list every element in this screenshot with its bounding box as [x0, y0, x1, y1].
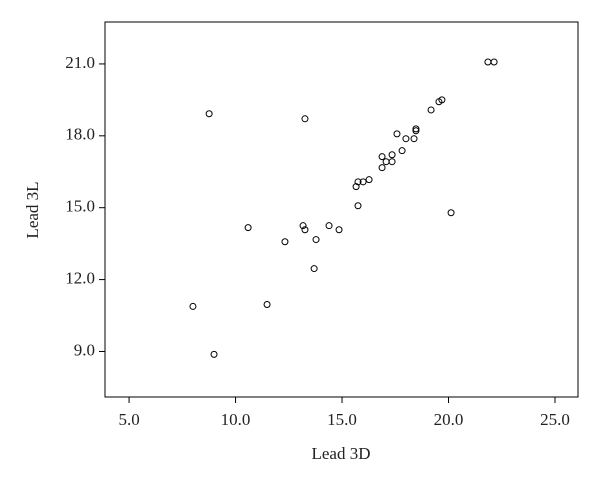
y-tick-label: 15.0: [65, 197, 95, 216]
x-tick-label: 5.0: [118, 410, 139, 429]
point: [301, 115, 309, 123]
point: [412, 125, 420, 133]
y-tick-label: 9.0: [74, 340, 95, 359]
x-tick-label: 20.0: [434, 410, 464, 429]
point: [325, 222, 333, 230]
point: [310, 265, 318, 273]
x-tick-label: 25.0: [540, 410, 570, 429]
point: [410, 135, 418, 143]
point: [244, 224, 252, 232]
point: [352, 183, 360, 191]
y-tick-label: 12.0: [65, 268, 95, 287]
x-tick-label: 10.0: [221, 410, 251, 429]
point: [438, 96, 446, 104]
point: [299, 222, 307, 230]
point: [205, 110, 213, 118]
y-tick-label: 18.0: [65, 125, 95, 144]
point: [301, 226, 309, 234]
point: [427, 106, 435, 114]
point: [388, 151, 396, 159]
point: [393, 130, 401, 138]
y-axis-label: Lead 3L: [23, 181, 42, 238]
point: [365, 176, 373, 184]
point: [490, 58, 498, 66]
point: [398, 147, 406, 155]
point: [382, 158, 390, 166]
plot-frame: [104, 21, 579, 398]
point: [354, 202, 362, 210]
point: [312, 236, 320, 244]
y-tick-label: 21.0: [65, 53, 95, 72]
point: [378, 164, 386, 172]
point: [359, 178, 367, 186]
point: [447, 209, 455, 217]
x-axis-label: Lead 3D: [311, 444, 370, 463]
point: [354, 178, 362, 186]
point: [263, 301, 271, 309]
point: [402, 135, 410, 143]
point: [412, 127, 420, 135]
x-tick-label: 15.0: [327, 410, 357, 429]
point: [210, 350, 218, 358]
point: [378, 153, 386, 161]
point: [388, 158, 396, 166]
point: [484, 58, 492, 66]
point: [335, 226, 343, 234]
point: [281, 238, 289, 246]
point: [189, 302, 197, 310]
